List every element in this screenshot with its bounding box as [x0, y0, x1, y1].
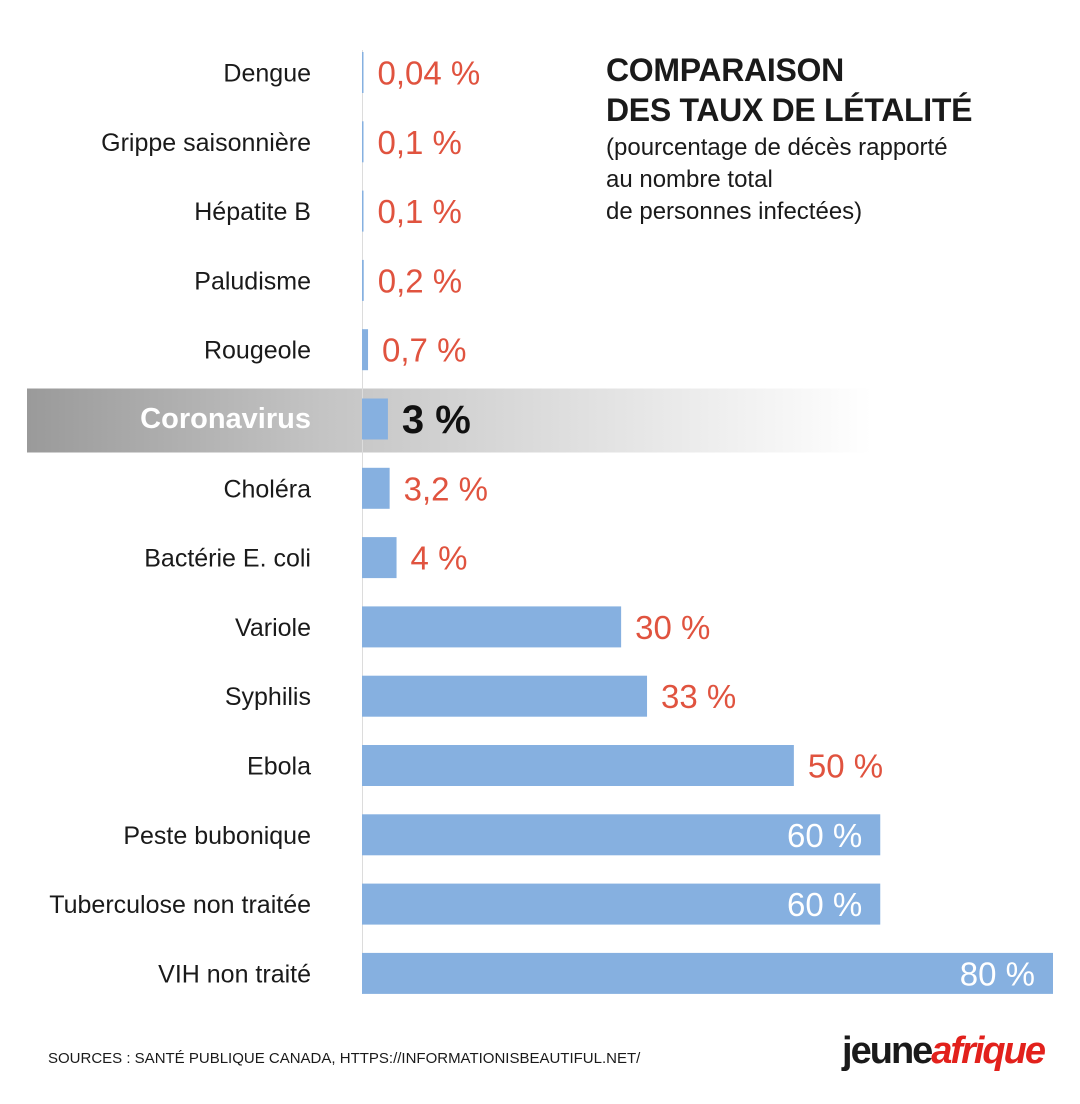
category-label-cholera: Choléra [223, 475, 311, 503]
chart-subtitle: (pourcentage de décès rapporté au nombre… [606, 132, 1046, 228]
value-label-dengue: 0,04 % [378, 55, 481, 92]
bar-dengue [362, 52, 364, 93]
value-label-hepatite-b: 0,1 % [378, 193, 462, 230]
bar-cholera [362, 467, 390, 509]
chart-title: COMPARAISON DES TAUX DE LÉTALITÉ [606, 50, 1046, 130]
value-label-cholera: 3,2 % [404, 470, 488, 507]
title-line-2: DES TAUX DE LÉTALITÉ [606, 92, 973, 128]
category-label-tuberculose-non-traitee: Tuberculose non traitée [49, 891, 311, 919]
bar-syphilis [362, 675, 648, 717]
subtitle-line-3: de personnes infectées) [606, 198, 863, 225]
bar-grippe-saisonniere [362, 121, 364, 163]
category-label-syphilis: Syphilis [225, 683, 311, 711]
category-label-paludisme: Paludisme [194, 267, 311, 295]
category-label-bacterie-e-coli: Bactérie E. coli [144, 545, 311, 573]
sources-note: SOURCES : SANTÉ PUBLIQUE CANADA, HTTPS:/… [48, 1050, 641, 1067]
value-label-bacterie-e-coli: 4 % [411, 540, 468, 577]
value-label-ebola: 50 % [808, 748, 883, 785]
category-label-vih-non-traite: VIH non traité [158, 960, 311, 988]
category-label-peste-bubonique: Peste bubonique [123, 822, 311, 850]
category-label-hepatite-b: Hépatite B [194, 198, 311, 226]
value-label-variole: 30 % [635, 609, 710, 646]
value-label-syphilis: 33 % [661, 678, 736, 715]
bar-bacterie-e-coli [362, 537, 397, 579]
bar-vih-non-traite [362, 952, 1053, 994]
value-label-peste-bubonique: 60 % [787, 817, 862, 854]
value-label-grippe-saisonniere: 0,1 % [378, 124, 462, 161]
logo-part-jeune: jeune [842, 1030, 933, 1072]
title-line-1: COMPARAISON [606, 52, 844, 88]
bar-paludisme [362, 259, 364, 301]
value-label-vih-non-traite: 80 % [960, 955, 1035, 992]
bar-ebola [362, 745, 794, 786]
bar-rougeole [362, 329, 369, 371]
bar-peste-bubonique [362, 814, 881, 856]
category-label-grippe-saisonniere: Grippe saisonnière [101, 129, 311, 157]
value-label-rougeole: 0,7 % [382, 332, 466, 369]
bar-hepatite-b [362, 190, 364, 232]
category-label-rougeole: Rougeole [204, 337, 311, 365]
subtitle-line-2: au nombre total [606, 166, 773, 193]
category-label-variole: Variole [235, 614, 311, 642]
bar-variole [362, 606, 622, 648]
subtitle-line-1: (pourcentage de décès rapporté [606, 134, 948, 161]
title-block: COMPARAISON DES TAUX DE LÉTALITÉ (pource… [606, 50, 1046, 228]
bar-coronavirus [362, 398, 388, 440]
category-label-coronavirus: Coronavirus [140, 403, 311, 435]
category-label-dengue: Dengue [223, 60, 311, 88]
logo-part-afrique: afrique [931, 1030, 1046, 1072]
highlight-band [27, 388, 872, 453]
value-label-paludisme: 0,2 % [378, 262, 462, 299]
value-label-coronavirus: 3 % [402, 398, 471, 442]
jeune-afrique-logo: jeuneafrique [842, 1030, 1046, 1073]
bar-tuberculose-non-traitee [362, 883, 881, 925]
value-label-tuberculose-non-traitee: 60 % [787, 886, 862, 923]
category-label-ebola: Ebola [247, 753, 311, 781]
